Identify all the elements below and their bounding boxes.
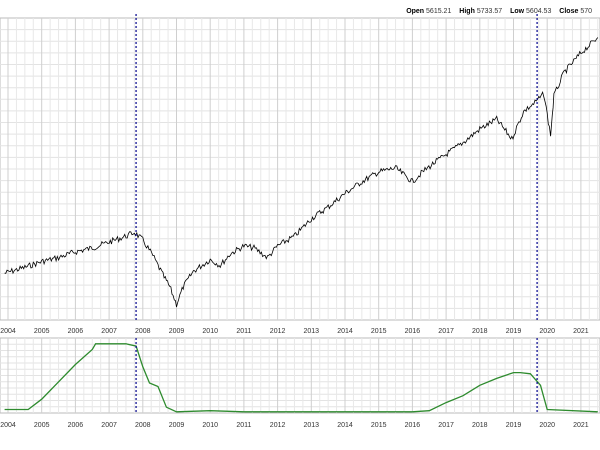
x-tick-label: 2021 bbox=[573, 328, 589, 335]
x-tick-label: 2017 bbox=[438, 328, 454, 335]
open-label: Open bbox=[406, 8, 425, 15]
open-value: 5615.21 bbox=[426, 8, 452, 15]
x-tick-label: 2008 bbox=[135, 422, 151, 429]
series-line-0-0 bbox=[4, 37, 599, 308]
high-value: 5733.57 bbox=[476, 8, 503, 15]
x-tick-label: 2013 bbox=[304, 328, 320, 335]
low-label: Low bbox=[510, 8, 525, 15]
x-tick-label: 2004 bbox=[0, 328, 16, 335]
x-tick-label: 2007 bbox=[101, 328, 117, 335]
x-tick-label: 2019 bbox=[506, 328, 522, 335]
x-tick-label: 2005 bbox=[34, 422, 50, 429]
x-tick-label: 2004 bbox=[0, 422, 16, 429]
close-label: Close bbox=[559, 8, 579, 15]
high-label: High bbox=[459, 8, 475, 15]
low-value: 5604.53 bbox=[526, 8, 552, 15]
x-tick-label: 2005 bbox=[34, 328, 50, 335]
x-tick-label: 2020 bbox=[539, 328, 555, 335]
x-tick-label: 2013 bbox=[304, 422, 320, 429]
x-tick-label: 2012 bbox=[270, 422, 286, 429]
x-tick-label: 2014 bbox=[337, 328, 353, 335]
x-tick-label: 2018 bbox=[472, 328, 488, 335]
x-tick-label: 2008 bbox=[135, 328, 151, 335]
x-tick-label: 2019 bbox=[506, 422, 522, 429]
series-line-1-0 bbox=[4, 343, 598, 413]
x-tick-label: 2009 bbox=[169, 328, 185, 335]
close-value: 570 bbox=[580, 8, 592, 15]
x-tick-label: 2020 bbox=[539, 422, 555, 429]
ohlc-readout: Open 5615.21 High 5733.57 Low 5604.53 Cl… bbox=[406, 8, 598, 15]
x-tick-label: 2007 bbox=[101, 422, 117, 429]
x-tick-label: 2014 bbox=[337, 422, 353, 429]
x-tick-label: 2015 bbox=[371, 422, 387, 429]
x-tick-label: 2010 bbox=[202, 422, 218, 429]
x-tick-label: 2016 bbox=[405, 422, 421, 429]
x-tick-label: 2009 bbox=[169, 422, 185, 429]
x-tick-label: 2006 bbox=[68, 328, 84, 335]
x-tick-label: 2016 bbox=[405, 328, 421, 335]
x-tick-label: 2018 bbox=[472, 422, 488, 429]
x-tick-label: 2015 bbox=[371, 328, 387, 335]
x-tick-label: 2021 bbox=[573, 422, 589, 429]
x-tick-label: 2010 bbox=[202, 328, 218, 335]
x-tick-label: 2017 bbox=[438, 422, 454, 429]
x-tick-label: 2011 bbox=[236, 422, 251, 429]
x-tick-label: 2006 bbox=[68, 422, 84, 429]
x-tick-label: 2011 bbox=[236, 328, 251, 335]
x-tick-label: 2012 bbox=[270, 328, 286, 335]
